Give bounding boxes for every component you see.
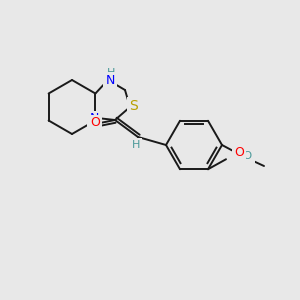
Text: O: O bbox=[90, 116, 100, 130]
Text: HO: HO bbox=[236, 151, 253, 161]
Text: N: N bbox=[89, 112, 99, 125]
Text: S: S bbox=[129, 99, 137, 113]
Text: H: H bbox=[107, 68, 115, 78]
Text: O: O bbox=[234, 146, 244, 158]
Text: H: H bbox=[132, 140, 140, 150]
Text: N: N bbox=[105, 74, 115, 86]
